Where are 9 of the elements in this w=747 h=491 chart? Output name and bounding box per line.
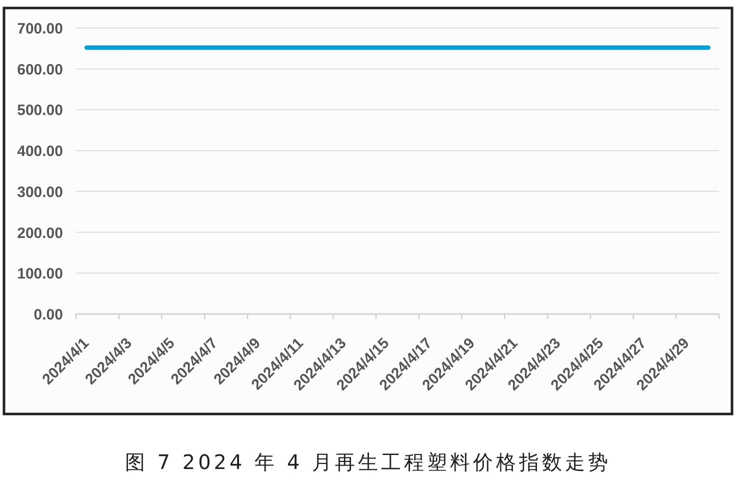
y-tick-label: 200.00	[17, 224, 63, 242]
y-tick-label: 300.00	[17, 184, 63, 201]
y-tick-label: 600.00	[17, 61, 63, 78]
y-tick-label: 400.00	[17, 143, 63, 160]
y-tick-label: 0.00	[34, 306, 63, 324]
y-tick-label: 700.00	[17, 20, 63, 38]
y-tick-label: 500.00	[17, 102, 63, 120]
y-tick-label: 100.00	[17, 266, 63, 283]
text: 图 7 2024 年 4 月再生工程塑料价格指数走势	[124, 450, 612, 474]
